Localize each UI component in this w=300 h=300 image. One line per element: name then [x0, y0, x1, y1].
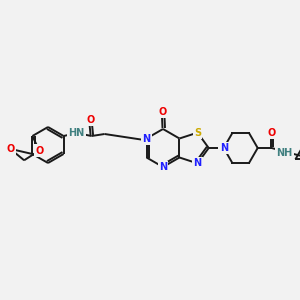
Text: N: N	[220, 143, 228, 153]
Text: NH: NH	[277, 148, 293, 158]
Text: O: O	[159, 107, 167, 117]
Text: S: S	[194, 128, 201, 138]
Text: HN: HN	[68, 128, 85, 138]
Text: N: N	[159, 162, 167, 172]
Text: O: O	[86, 115, 95, 125]
Text: N: N	[194, 158, 202, 168]
Text: O: O	[35, 146, 44, 156]
Text: N: N	[142, 134, 151, 143]
Text: O: O	[6, 144, 14, 154]
Text: O: O	[268, 128, 276, 138]
